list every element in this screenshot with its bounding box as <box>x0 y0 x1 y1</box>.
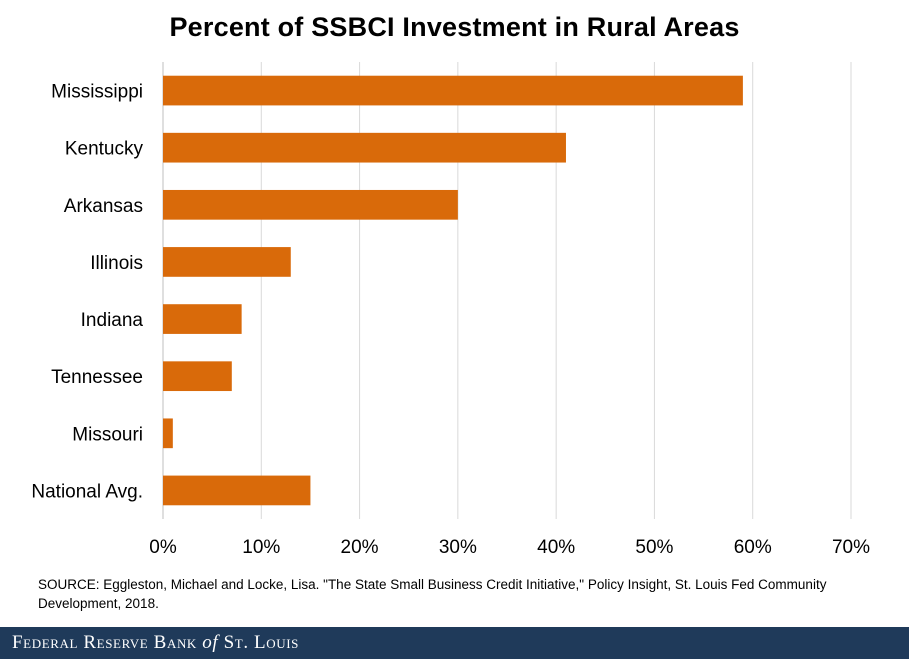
bar-tennessee <box>163 361 232 392</box>
footer-part1: Federal Reserve Bank <box>12 632 197 653</box>
x-tick-label: 50% <box>635 537 673 558</box>
gridlines <box>162 62 852 519</box>
footer-part3: St. Louis <box>223 632 299 653</box>
category-label: Tennessee <box>51 367 143 388</box>
chart-title: Percent of SSBCI Investment in Rural Are… <box>169 12 740 42</box>
bar-arkansas <box>163 189 458 220</box>
x-tick-label: 20% <box>341 537 379 558</box>
bar-chart: Mississippi Kentucky Arkansas Illinois India… <box>31 62 870 558</box>
bar-missouri <box>163 418 173 449</box>
source-text: Eggleston, Michael and Locke, Lisa. "The… <box>38 577 827 611</box>
x-tick-label: 30% <box>439 537 477 558</box>
category-label: Illinois <box>90 253 143 274</box>
category-label: Missouri <box>72 424 143 445</box>
source-prefix: SOURCE: <box>38 577 104 592</box>
bar-indiana <box>163 304 242 334</box>
bars <box>163 75 743 506</box>
bar-mississippi <box>163 75 743 106</box>
category-label: Mississippi <box>51 82 143 103</box>
x-tick-label: 60% <box>734 537 772 558</box>
source-note: SOURCE: Eggleston, Michael and Locke, Li… <box>38 575 888 613</box>
footer-part2: of <box>202 632 219 653</box>
category-label: Kentucky <box>65 139 144 160</box>
category-label: Arkansas <box>64 196 143 217</box>
x-tick-label: 40% <box>537 537 575 558</box>
x-tick-label: 10% <box>242 537 280 558</box>
x-tick-label: 70% <box>832 537 870 558</box>
bar-national-avg <box>163 475 311 506</box>
category-labels: Mississippi Kentucky Arkansas Illinois India… <box>31 82 143 503</box>
footer-logo-text: Federal Reserve Bank of St. Louis <box>12 632 299 654</box>
x-tick-label: 0% <box>149 537 177 558</box>
x-tick-labels: 0% 10% 20% 30% 40% 50% 60% 70% <box>149 537 870 558</box>
bar-illinois <box>163 247 291 277</box>
bar-kentucky <box>163 132 566 163</box>
category-label: National Avg. <box>31 481 143 502</box>
footer-bar: Federal Reserve Bank of St. Louis <box>0 627 909 659</box>
category-label: Indiana <box>81 310 144 331</box>
